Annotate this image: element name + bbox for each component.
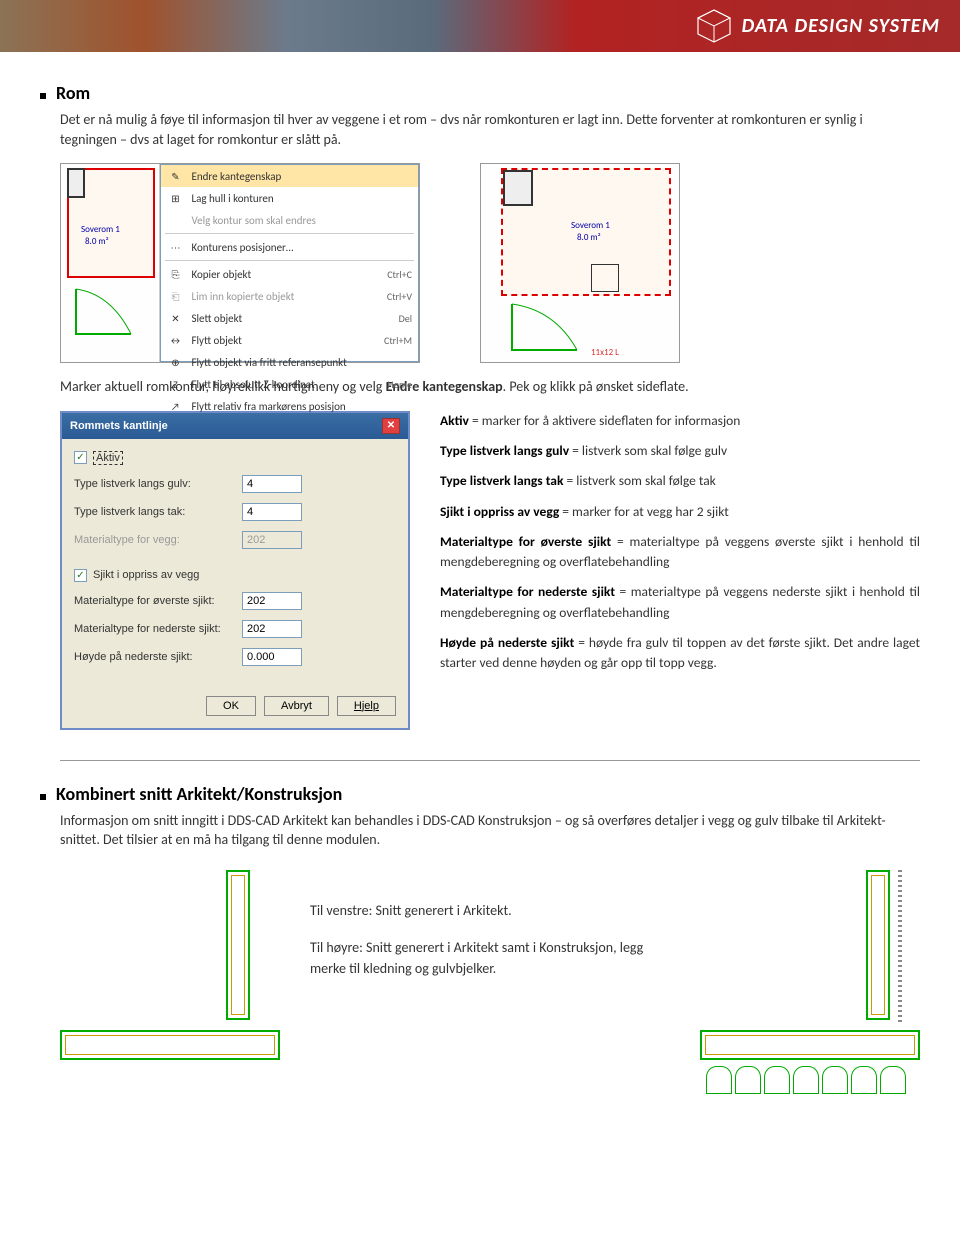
section-rom: Rom Det er nå mulig å føye til informasj… bbox=[60, 82, 920, 730]
definition-item: Høyde på nederste sjikt = høyde fra gulv… bbox=[440, 633, 920, 674]
snitt-left-image bbox=[60, 870, 280, 1100]
bullet-icon bbox=[40, 93, 46, 99]
menu-item[interactable]: ⎘Kopier objektCtrl+C bbox=[161, 263, 418, 285]
room-area: 8.0 m² bbox=[577, 232, 601, 243]
room-area: 8.0 m² bbox=[85, 236, 109, 247]
label-sjikt: Sjikt i oppriss av vegg bbox=[93, 569, 199, 581]
definition-item: Materialtype for nederste sjikt = materi… bbox=[440, 582, 920, 623]
screenshot-plan-result: 9x21 Soverom 1 8.0 m² 11x12 L bbox=[480, 163, 680, 363]
snitt-right-image bbox=[700, 870, 920, 1100]
label-tak: Type listverk langs tak: bbox=[74, 506, 234, 518]
section-title: Rom bbox=[56, 82, 90, 104]
divider bbox=[60, 760, 920, 761]
definition-item: Sjikt i oppriss av vegg = marker for at … bbox=[440, 502, 920, 522]
definition-item: Type listverk langs gulv = listverk som … bbox=[440, 441, 920, 461]
label-gulv: Type listverk langs gulv: bbox=[74, 478, 234, 490]
section-desc: Informasjon om snitt inngitt i DDS-CAD A… bbox=[60, 811, 920, 850]
dim-label: 11x12 L bbox=[591, 347, 619, 358]
menu-item[interactable]: ⎗Lim inn kopierte objektCtrl+V bbox=[161, 285, 418, 307]
input-matov[interactable] bbox=[242, 592, 302, 610]
input-gulv[interactable] bbox=[242, 475, 302, 493]
brand-logo: DATA DESIGN SYSTEM bbox=[696, 8, 940, 44]
checkbox-sjikt[interactable]: ✓ bbox=[74, 569, 87, 582]
input-matvegg bbox=[242, 531, 302, 549]
menu-item[interactable]: Velg kontur som skal endres bbox=[161, 209, 418, 231]
room-label: Soverom 1 bbox=[571, 220, 610, 231]
section-kombinert: Kombinert snitt Arkitekt/Konstruksjon In… bbox=[60, 783, 920, 1100]
menu-item[interactable]: ⊞Lag hull i konturen bbox=[161, 187, 418, 209]
cancel-button[interactable]: Avbryt bbox=[264, 696, 329, 716]
label-matned: Materialtype for nederste sjikt: bbox=[74, 623, 234, 635]
definition-list: Aktiv = marker for å aktivere sideflaten… bbox=[440, 411, 920, 684]
input-tak[interactable] bbox=[242, 503, 302, 521]
input-matned[interactable] bbox=[242, 620, 302, 638]
section-title: Kombinert snitt Arkitekt/Konstruksjon bbox=[56, 783, 342, 805]
dialog-rommets-kantlinje: Rommets kantlinje ✕ ✓ Aktiv Type listver… bbox=[60, 411, 410, 730]
menu-item[interactable]: ZFlytt til absolutt Z-koordinatHome bbox=[161, 373, 418, 395]
caption-left: Til venstre: Snitt generert i Arkitekt. bbox=[310, 900, 670, 921]
context-menu: ✎Endre kantegenskap⊞Lag hull i konturenV… bbox=[160, 164, 419, 362]
help-button[interactable]: Hjelp bbox=[337, 696, 396, 716]
ok-button[interactable]: OK bbox=[206, 696, 256, 716]
input-hoyde[interactable] bbox=[242, 648, 302, 666]
checkbox-aktiv[interactable]: ✓ bbox=[74, 451, 87, 464]
definition-item: Materialtype for øverste sjikt = materia… bbox=[440, 532, 920, 573]
label-hoyde: Høyde på nederste sjikt: bbox=[74, 651, 234, 663]
snitt-captions: Til venstre: Snitt generert i Arkitekt. … bbox=[310, 870, 670, 995]
section-desc: Det er nå mulig å føye til informasjon t… bbox=[60, 110, 920, 149]
menu-item[interactable]: ↔Flytt objektCtrl+M bbox=[161, 329, 418, 351]
label-aktiv: Aktiv bbox=[93, 451, 123, 465]
definition-item: Type listverk langs tak = listverk som s… bbox=[440, 471, 920, 491]
header-banner: DATA DESIGN SYSTEM bbox=[0, 0, 960, 52]
caption-right: Til høyre: Snitt generert i Arkitekt sam… bbox=[310, 937, 670, 979]
close-icon[interactable]: ✕ bbox=[382, 418, 400, 434]
menu-item[interactable]: ✎Endre kantegenskap bbox=[161, 165, 418, 187]
menu-item[interactable]: ⋯Konturens posisjoner… bbox=[161, 236, 418, 258]
label-matov: Materialtype for øverste sjikt: bbox=[74, 595, 234, 607]
label-matvegg: Materialtype for vegg: bbox=[74, 534, 234, 546]
menu-item[interactable]: ↗Flytt relativ fra markørens posisjon bbox=[161, 395, 418, 417]
brand-text: DATA DESIGN SYSTEM bbox=[742, 14, 940, 38]
bullet-icon bbox=[40, 794, 46, 800]
logo-icon bbox=[696, 8, 732, 44]
dialog-title: Rommets kantlinje bbox=[70, 420, 168, 432]
room-label: Soverom 1 bbox=[81, 224, 120, 235]
menu-item[interactable]: ✕Slett objektDel bbox=[161, 307, 418, 329]
definition-item: Aktiv = marker for å aktivere sideflaten… bbox=[440, 411, 920, 431]
screenshot-context-menu: 9x21 Soverom 1 8.0 m² ✎Endre kantegenska… bbox=[60, 163, 420, 363]
menu-item[interactable]: ⊕Flytt objekt via fritt referansepunkt bbox=[161, 351, 418, 373]
